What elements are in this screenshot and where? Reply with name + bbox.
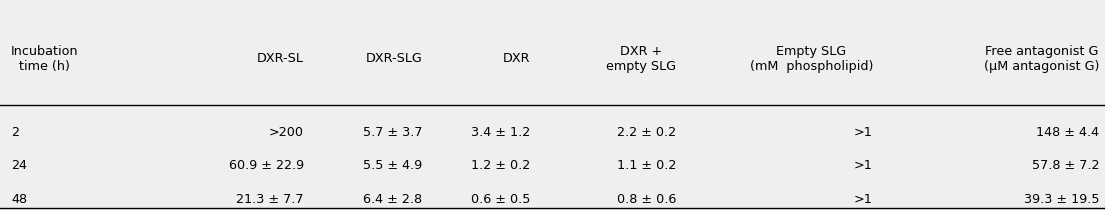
Text: >1: >1 <box>854 159 873 172</box>
Text: Free antagonist G
(μM antagonist G): Free antagonist G (μM antagonist G) <box>985 45 1099 73</box>
Text: 1.2 ± 0.2: 1.2 ± 0.2 <box>471 159 530 172</box>
Text: DXR-SLG: DXR-SLG <box>366 52 422 65</box>
Text: >1: >1 <box>854 193 873 206</box>
Text: DXR-SL: DXR-SL <box>257 52 304 65</box>
Text: Incubation
time (h): Incubation time (h) <box>11 45 78 73</box>
Text: 48: 48 <box>11 193 28 206</box>
Text: 0.8 ± 0.6: 0.8 ± 0.6 <box>617 193 676 206</box>
Text: 57.8 ± 7.2: 57.8 ± 7.2 <box>1032 159 1099 172</box>
Text: 148 ± 4.4: 148 ± 4.4 <box>1036 126 1099 139</box>
Text: 2.2 ± 0.2: 2.2 ± 0.2 <box>617 126 676 139</box>
Text: >200: >200 <box>269 126 304 139</box>
Text: DXR: DXR <box>503 52 530 65</box>
Text: DXR +
empty SLG: DXR + empty SLG <box>607 45 676 73</box>
Text: 60.9 ± 22.9: 60.9 ± 22.9 <box>229 159 304 172</box>
Text: Empty SLG
(mM  phospholipid): Empty SLG (mM phospholipid) <box>749 45 873 73</box>
Text: 21.3 ± 7.7: 21.3 ± 7.7 <box>236 193 304 206</box>
Text: 1.1 ± 0.2: 1.1 ± 0.2 <box>617 159 676 172</box>
Text: 39.3 ± 19.5: 39.3 ± 19.5 <box>1024 193 1099 206</box>
Text: 5.5 ± 4.9: 5.5 ± 4.9 <box>362 159 422 172</box>
Text: >1: >1 <box>854 126 873 139</box>
Text: 0.6 ± 0.5: 0.6 ± 0.5 <box>471 193 530 206</box>
Text: 5.7 ± 3.7: 5.7 ± 3.7 <box>362 126 422 139</box>
Text: 24: 24 <box>11 159 27 172</box>
Text: 6.4 ± 2.8: 6.4 ± 2.8 <box>362 193 422 206</box>
Text: 3.4 ± 1.2: 3.4 ± 1.2 <box>471 126 530 139</box>
Text: 2: 2 <box>11 126 19 139</box>
